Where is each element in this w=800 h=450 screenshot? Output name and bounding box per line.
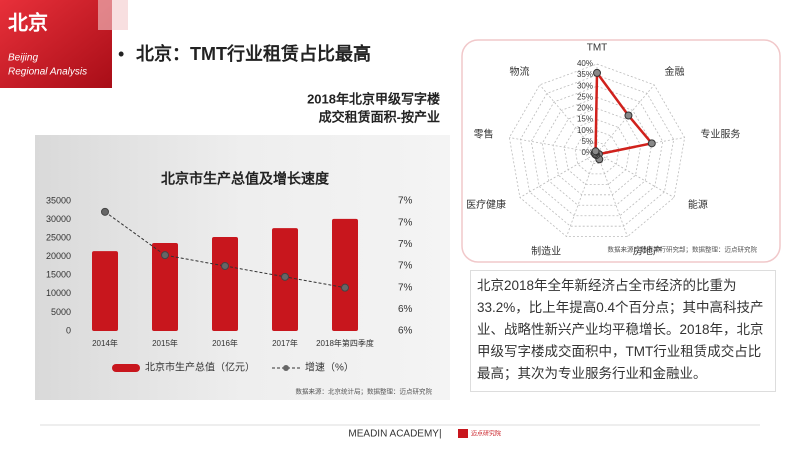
radar-point [591,147,600,156]
y2-tick-label: 6% [398,326,413,337]
y-tick-label: 10000 [46,288,71,298]
category-label: 房地产 [633,244,663,257]
legend-label: 北京市生产总值（亿元） [145,361,255,374]
chart-title: 成交租赁面积-按产业 [319,109,440,124]
spoke [566,152,598,237]
x-tick-label: 2017年 [272,338,298,348]
x-tick-label: 2014年 [92,338,118,348]
legend-dot [283,365,289,371]
bar [332,218,358,331]
grid-ring [585,141,609,164]
gdp-chart: 北京市生产总值及增长速度 0 5000 10000 15000 20000 25000 300… [46,171,433,396]
y2-tick-label: 7% [398,196,413,207]
header-box [0,0,112,88]
y2-tick-label: 6% [398,304,413,315]
r-tick-label: 10% [577,126,593,135]
source: 数据来源：戴德梁行研究部；数据整理：迈点研究院 [608,245,758,254]
line-point [101,207,109,216]
x-tick-label: 2016年 [212,338,238,348]
line [104,211,346,289]
radar-point [647,139,656,148]
r-tick-label: 25% [577,92,593,101]
spoke [519,152,598,198]
grid-ring [530,85,664,217]
y-tick-label: 15000 [46,270,71,280]
bullet: • [118,44,124,64]
y-tick-label: 5000 [51,307,71,317]
category-label: TMT [587,43,608,54]
spoke [509,137,598,154]
y2-tick-label: 7% [398,261,413,272]
r-tick-label: 30% [577,81,593,90]
grid-ring [552,108,642,196]
r-tick-label: 40% [577,59,593,68]
footer-logo: 迈点研究院 [471,430,501,438]
body-text: 北京2018年全年新经济占全市经济的比重为33.2%，比上年提高0.4个百分点；… [470,270,776,392]
radar-point [624,111,633,120]
line-point [281,272,289,281]
category-label: 专业服务 [700,127,740,140]
category-label: 零售 [474,127,494,140]
deco [98,0,128,30]
r-tick-label: 15% [577,115,593,124]
radar-panel [461,39,781,263]
heading: 北京：TMT行业租赁占比最高 [136,43,371,64]
subtitle: Regional Analysis [8,67,87,78]
legend-swatch [112,364,140,372]
category-label: 医疗健康 [466,198,506,211]
footer-brand: MEADIN ACADEMY| [348,429,441,440]
r-tick-label: 0% [581,148,593,157]
line-point [161,251,169,260]
spoke [596,84,655,154]
subtitle: Beijing [8,53,38,64]
source: 数据来源：北京统计局；数据整理：迈点研究院 [296,387,433,396]
spoke [539,84,598,154]
radar-point [593,68,601,77]
y-tick-label: 0 [66,325,71,335]
bar [152,242,178,331]
y2-tick-label: 7% [398,217,413,228]
category-label: 金融 [664,65,684,78]
category-label: 能源 [688,198,708,211]
grid-ring [541,96,653,206]
chart-title: 2018年北京甲级写字楼 [307,91,440,106]
spoke [596,152,675,198]
x-tick-label: 2015年 [152,338,178,348]
r-tick-label: 20% [577,104,593,113]
logo-mark [458,429,468,438]
legend-label: 增速（%） [305,361,354,374]
bar [92,251,118,331]
y-tick-label: 20000 [46,251,71,261]
bar [212,237,238,331]
grid-ring [574,130,620,175]
grid-ring [508,63,686,238]
category-label: 物流 [510,65,530,78]
spoke [596,152,628,237]
r-tick-label: 35% [577,70,593,79]
category-label: 制造业 [531,244,561,257]
y-tick-label: 30000 [46,214,71,224]
city: 北京 [8,10,48,34]
chart-title: 北京市生产总值及增长速度 [161,171,330,187]
y2-tick-label: 7% [398,282,413,293]
line-point [341,283,349,292]
x-tick-label: 2018年第四季度 [316,338,374,348]
r-tick-label: 5% [581,137,593,146]
line-point [221,262,229,270]
y2-tick-label: 7% [398,239,413,250]
y-tick-label: 25000 [46,233,71,243]
y-tick-label: 35000 [46,195,71,205]
